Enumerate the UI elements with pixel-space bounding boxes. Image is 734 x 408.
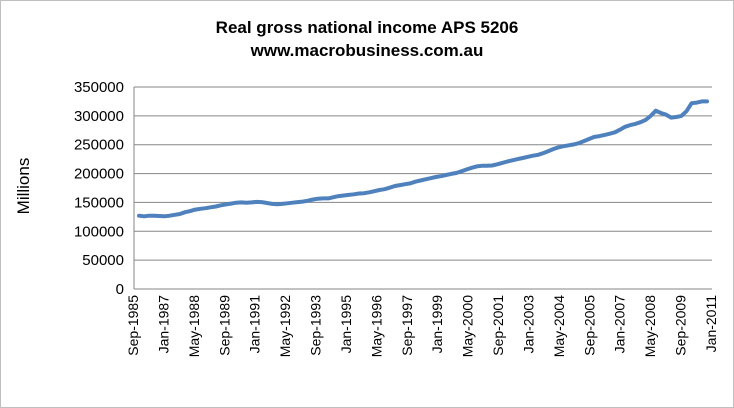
x-tick-label: Sep-2009 — [673, 295, 689, 356]
chart-subtitle: www.macrobusiness.com.au — [250, 41, 484, 60]
x-tick-label: May-2004 — [551, 295, 567, 357]
x-tick-label: Jan-2011 — [703, 295, 719, 353]
x-tick-label: Jan-1987 — [155, 295, 171, 354]
y-tick-label: 200000 — [74, 166, 124, 183]
x-tick-label: Sep-1997 — [399, 295, 415, 356]
x-tick-label: Sep-1993 — [308, 295, 324, 356]
y-tick-label: 0 — [116, 281, 124, 298]
y-tick-label: 100000 — [74, 223, 124, 240]
x-tick-label: Jan-1999 — [429, 295, 445, 354]
x-tick-label: Jan-2003 — [520, 295, 536, 354]
x-tick-label: Sep-2005 — [581, 295, 597, 356]
x-tick-label: May-1992 — [277, 295, 293, 357]
y-tick-label: 350000 — [74, 79, 124, 96]
chart-title: Real gross national income APS 5206 — [215, 18, 519, 37]
y-tick-label: 150000 — [74, 194, 124, 211]
x-tick-label: May-1996 — [368, 295, 384, 357]
x-tick-label: May-2008 — [642, 295, 658, 357]
x-tick-label: Sep-2001 — [490, 295, 506, 356]
y-tick-label: 250000 — [74, 137, 124, 154]
y-tick-label: 300000 — [74, 108, 124, 125]
y-tick-label: 50000 — [82, 252, 124, 269]
x-tick-label: May-2000 — [460, 295, 476, 357]
x-tick-label: Jan-1995 — [338, 295, 354, 354]
series-line — [137, 99, 709, 219]
x-tick-label: Sep-1985 — [125, 295, 141, 356]
x-tick-label: Sep-1989 — [216, 295, 232, 356]
x-tick-label: Jan-2007 — [612, 295, 628, 354]
x-tick-label: May-1988 — [186, 295, 202, 357]
x-tick-label: Jan-1991 — [247, 295, 263, 354]
